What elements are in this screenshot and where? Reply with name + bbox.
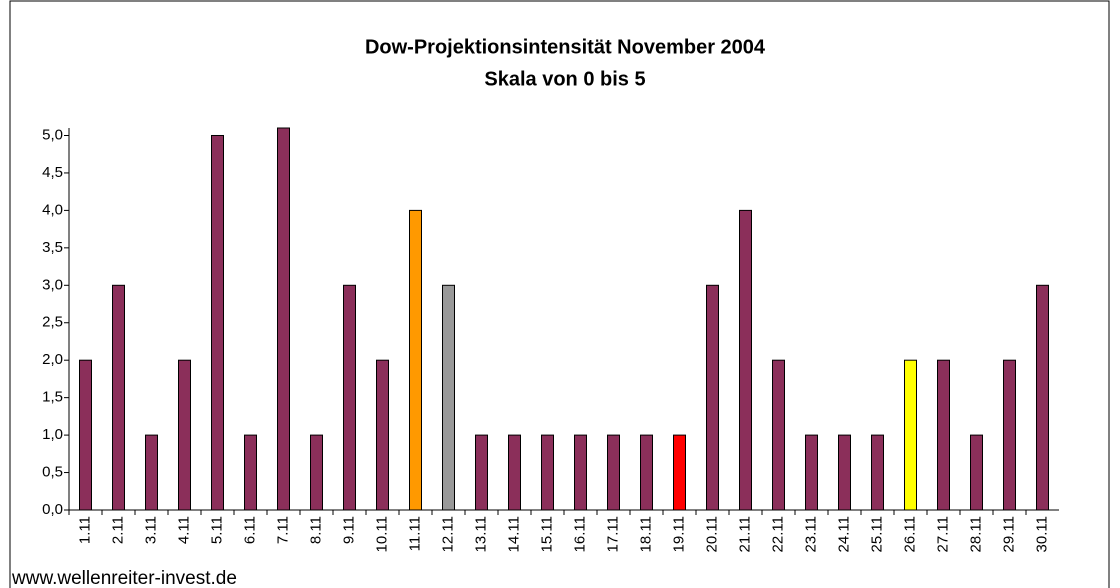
- x-tick-label: 10.11: [373, 516, 390, 552]
- bar: [409, 209, 422, 511]
- x-tick-label: 4.11: [175, 516, 192, 544]
- x-tick-label: 15.11: [538, 516, 555, 552]
- chart-title: Dow-Projektionsintensität November 2004: [365, 36, 766, 58]
- bar: [508, 434, 521, 511]
- bar: [277, 127, 290, 511]
- x-tick-label: 8.11: [307, 516, 324, 544]
- x-tick-label: 5.11: [208, 516, 225, 544]
- x-tick-label: 14.11: [505, 516, 522, 552]
- x-tick-label: 17.11: [604, 516, 621, 552]
- bar: [904, 359, 917, 511]
- bar: [178, 359, 191, 511]
- x-tick-label: 29.11: [1000, 516, 1017, 552]
- chart-frame: [9, 0, 1110, 588]
- x-tick-label: 26.11: [901, 516, 918, 552]
- bar: [145, 434, 158, 511]
- bar: [640, 434, 653, 511]
- bar: [1003, 359, 1016, 511]
- bar: [343, 284, 356, 511]
- x-tick-label: 21.11: [736, 516, 753, 552]
- x-tick-label: 3.11: [142, 516, 159, 544]
- x-tick-label: 27.11: [934, 516, 951, 552]
- x-tick-label: 18.11: [637, 516, 654, 552]
- bar: [574, 434, 587, 511]
- bar: [607, 434, 620, 511]
- y-tick-label: 2,0: [42, 351, 63, 368]
- x-tick-label: 13.11: [472, 516, 489, 552]
- bar: [937, 359, 950, 511]
- bar: [970, 434, 983, 511]
- y-tick-label: 4,0: [42, 201, 63, 218]
- bar: [805, 434, 818, 511]
- bar: [442, 284, 455, 511]
- x-tick-label: 12.11: [439, 516, 456, 552]
- bar: [376, 359, 389, 511]
- x-tick-label: 9.11: [340, 516, 357, 544]
- x-tick-label: 30.11: [1033, 516, 1050, 552]
- x-tick-label: 1.11: [76, 516, 93, 544]
- x-tick-label: 22.11: [769, 516, 786, 552]
- bar: [475, 434, 488, 511]
- x-tick-label: 7.11: [274, 516, 291, 544]
- bar: [706, 284, 719, 511]
- x-tick-label: 25.11: [868, 516, 885, 552]
- x-tick-label: 11.11: [406, 516, 423, 551]
- bar: [838, 434, 851, 511]
- bar: [310, 434, 323, 511]
- y-tick-label: 3,0: [42, 276, 63, 293]
- bar: [244, 434, 257, 511]
- bar: [79, 359, 92, 511]
- bar: [772, 359, 785, 511]
- x-tick-label: 20.11: [703, 516, 720, 552]
- x-tick-label: 28.11: [967, 516, 984, 552]
- x-tick-label: 2.11: [109, 516, 126, 544]
- bar: [211, 134, 224, 511]
- bar: [739, 209, 752, 511]
- y-tick-label: 4,5: [42, 164, 63, 181]
- y-tick-label: 2,5: [42, 314, 63, 331]
- x-tick-label: 19.11: [670, 516, 687, 552]
- y-tick-label: 0,5: [42, 464, 63, 481]
- x-tick-label: 24.11: [835, 516, 852, 552]
- y-tick-label: 3,5: [42, 239, 63, 256]
- y-tick-label: 1,0: [42, 426, 63, 443]
- bar: [1036, 284, 1049, 511]
- bar: [112, 284, 125, 511]
- x-tick-label: 23.11: [802, 516, 819, 552]
- y-tick-label: 1,5: [42, 389, 63, 406]
- x-tick-label: 6.11: [241, 516, 258, 544]
- bar: [673, 434, 686, 511]
- footer: www.wellenreiter-invest.de: [11, 568, 237, 588]
- bar: [871, 434, 884, 511]
- y-tick-label: 5,0: [42, 126, 63, 143]
- bar: [541, 434, 554, 511]
- x-tick-label: 16.11: [571, 516, 588, 552]
- y-tick-label: 0,0: [42, 501, 63, 518]
- chart-subtitle: Skala von 0 bis 5: [484, 68, 645, 90]
